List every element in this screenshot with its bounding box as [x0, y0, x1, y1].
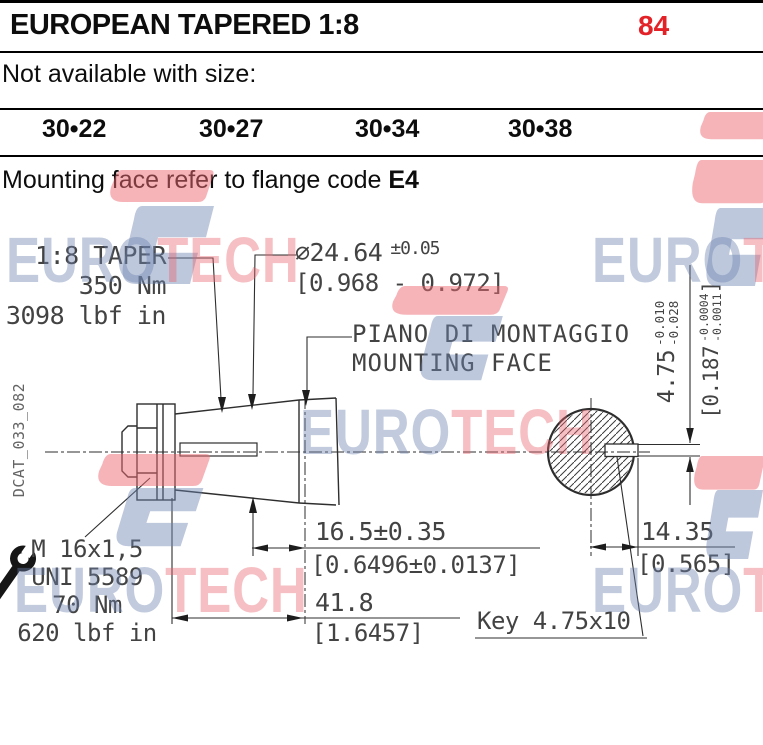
nut-spec-block: M 16x1,5 UNI 5589 70 Nm 620 lbf in [8, 535, 166, 647]
nut-thread: M 16x1,5 [31, 535, 143, 563]
taper-torque-nm: 350 Nm [78, 271, 167, 300]
key-height-tolerances: -0.010 -0.028 [652, 300, 681, 346]
mounting-note-text: Mounting face refer to flange code [2, 166, 382, 194]
diameter-tolerance: ±0.05 [390, 238, 440, 259]
diameter-inches: [0.968 - 0.972] [295, 269, 505, 297]
wrench-icon [0, 541, 37, 610]
availability-note: Not available with size: [2, 60, 257, 88]
nut-standard: UNI 5589 [31, 563, 143, 591]
key-length-mm: 14.35 [641, 517, 714, 546]
size-option-4: 30•38 [508, 115, 573, 143]
rule-above-sizes [0, 108, 763, 110]
taper-torque-lbf: 3098 lbf in [5, 301, 167, 330]
key-height-tol-lower: -0.028 [666, 300, 681, 346]
centerlines [45, 396, 650, 624]
top-rule [0, 0, 763, 3]
dimension-arrows [172, 390, 694, 622]
nut-torque-nm: 70 Nm [52, 591, 122, 619]
taper-length-in: [0.6496±0.0137] [311, 551, 521, 579]
total-length-in: [1.6457] [312, 619, 424, 647]
key-height-in: [0.187 [699, 345, 723, 419]
key-height-in-tol-lower: -0.0011 [710, 293, 724, 342]
taper-length-mm: 16.5±0.35 [315, 517, 446, 546]
mounting-face-callout: PIANO DI MONTAGGIO MOUNTING FACE [352, 320, 630, 378]
key-height-tol-upper: -0.010 [652, 300, 667, 346]
diameter-mm: ∅24.64 [295, 238, 383, 267]
rule-under-title [0, 51, 763, 53]
size-option-2: 30•27 [199, 115, 264, 143]
diameter-dim: ∅24.64 ±0.05 [295, 238, 441, 267]
mounting-note: Mounting face refer to flange code E4 [2, 166, 419, 195]
size-option-1: 30•22 [42, 115, 107, 143]
page-number: 84 [638, 10, 670, 41]
rule-below-sizes [0, 155, 763, 157]
nut-torque-lbf: 620 lbf in [17, 619, 157, 647]
mounting-face-en: MOUNTING FACE [352, 349, 553, 377]
taper-label: 1:8 TAPER [35, 241, 166, 270]
total-length-mm: 41.8 [315, 588, 374, 617]
key-height-dim-inches: [0.187 -0.0004 -0.0011 ] [695, 235, 727, 465]
key-slot [604, 443, 639, 458]
key-height-in-tolerances: -0.0004 -0.0011 [697, 293, 724, 342]
size-option-3: 30•34 [355, 115, 420, 143]
flange-code: E4 [388, 166, 419, 194]
key-height-dim: 4.75 -0.010 -0.028 [650, 242, 684, 462]
key-length-in: [0.565] [637, 550, 735, 578]
key-height-mm: 4.75 [654, 349, 680, 404]
mounting-face-it: PIANO DI MONTAGGIO [352, 320, 631, 348]
document-reference: DCAT_033_082 [10, 382, 28, 498]
key-height-in-bracket: ] [699, 281, 723, 294]
key-size-label: Key 4.75x10 [477, 607, 631, 635]
page-title: EUROPEAN TAPERED 1:8 [10, 9, 359, 41]
taper-torque-block: 1:8 TAPER 350 Nm 3098 lbf in [2, 241, 167, 331]
